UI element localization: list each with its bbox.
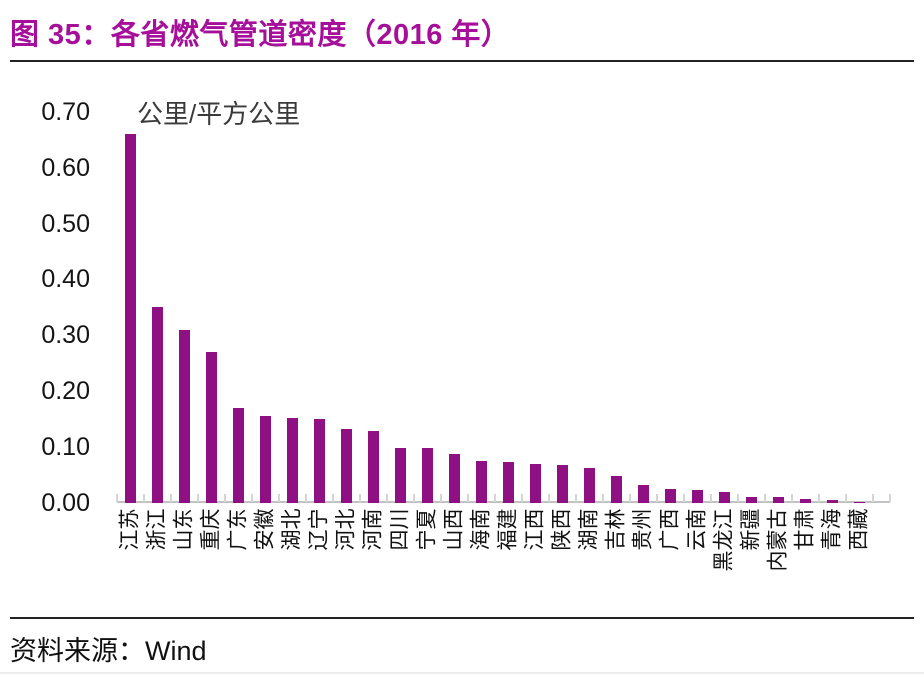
title-divider xyxy=(10,60,914,62)
bar xyxy=(367,431,379,503)
x-axis-tick xyxy=(889,494,891,502)
bar xyxy=(151,307,163,503)
bar xyxy=(448,454,460,503)
x-axis-tick xyxy=(331,494,334,502)
y-axis-unit-label: 公里/平方公里 xyxy=(137,99,301,129)
x-axis-tick xyxy=(304,494,307,502)
y-axis-tick-label: 0.40 xyxy=(41,265,90,294)
source-line: 资料来源：Wind xyxy=(10,629,207,668)
y-axis-tick-label: 0.50 xyxy=(41,209,90,238)
footer-divider xyxy=(10,617,914,619)
bar xyxy=(502,462,514,503)
x-axis-tick xyxy=(790,494,793,502)
bar xyxy=(799,499,811,503)
x-axis-tick xyxy=(682,494,685,502)
x-axis-tick xyxy=(601,494,604,502)
bar xyxy=(691,490,703,503)
bar xyxy=(772,497,784,503)
bar xyxy=(313,419,325,503)
bar xyxy=(718,492,730,503)
y-axis-tick-label: 0.00 xyxy=(41,489,90,517)
bar xyxy=(421,448,433,503)
x-axis-tick xyxy=(709,494,712,502)
bar xyxy=(826,500,838,503)
bar xyxy=(340,429,352,503)
bar xyxy=(853,502,865,503)
x-axis-tick xyxy=(358,494,361,502)
x-axis-tick xyxy=(736,494,739,502)
y-axis-tick-label: 0.70 xyxy=(41,97,90,126)
x-axis-tick xyxy=(169,494,172,502)
y-axis-tick-label: 0.60 xyxy=(41,153,90,182)
y-axis-tick-label: 0.10 xyxy=(41,433,90,462)
y-axis-tick-label: 0.30 xyxy=(41,321,90,350)
x-axis-tick xyxy=(763,494,766,502)
x-axis-tick xyxy=(844,494,847,502)
bar xyxy=(556,465,568,503)
x-axis-tick xyxy=(250,494,253,502)
bar xyxy=(232,408,244,503)
x-axis-tick xyxy=(223,494,226,502)
x-axis-tick xyxy=(871,494,874,502)
x-axis-tick xyxy=(412,494,415,502)
x-axis-tick xyxy=(142,494,145,502)
bar xyxy=(286,418,298,503)
x-axis-tick xyxy=(115,494,118,502)
x-axis-tick xyxy=(439,494,442,502)
bar xyxy=(583,468,595,503)
x-axis-tick xyxy=(385,494,388,502)
x-axis-tick xyxy=(547,494,550,502)
bar xyxy=(124,134,136,503)
bar xyxy=(205,352,217,503)
x-axis-tick xyxy=(574,494,577,502)
page-bottom-border xyxy=(0,672,924,674)
x-axis-tick xyxy=(628,494,631,502)
x-axis-tick xyxy=(655,494,658,502)
x-axis-tick xyxy=(277,494,280,502)
bar xyxy=(475,461,487,503)
source-label: 资料来源： xyxy=(10,636,145,666)
bar xyxy=(178,330,190,503)
bar xyxy=(529,464,541,503)
x-axis-tick xyxy=(196,494,199,502)
bar xyxy=(637,485,649,503)
bar xyxy=(745,497,757,503)
x-axis-tick xyxy=(817,494,820,502)
x-axis-tick xyxy=(493,494,496,502)
bar xyxy=(610,476,622,503)
y-axis-tick-label: 0.20 xyxy=(41,377,90,406)
x-axis-tick xyxy=(520,494,523,502)
bar xyxy=(394,448,406,503)
x-axis-tick xyxy=(466,494,469,502)
bar xyxy=(259,416,271,503)
bar xyxy=(664,489,676,503)
source-value: Wind xyxy=(145,636,207,666)
figure-title: 图 35：各省燃气管道密度（2016 年） xyxy=(10,19,511,51)
